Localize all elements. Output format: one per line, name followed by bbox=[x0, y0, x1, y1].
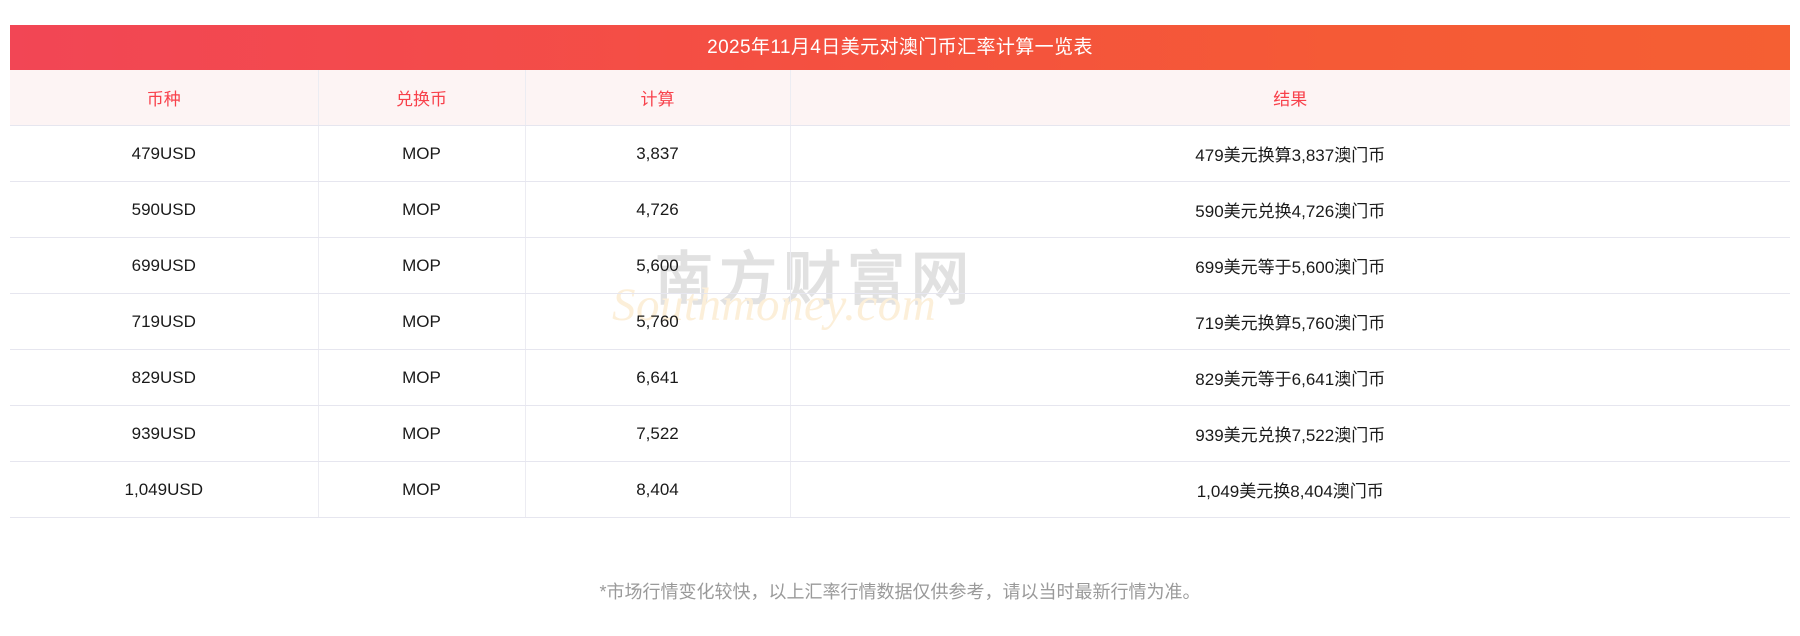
cell-target-currency: MOP bbox=[318, 181, 526, 238]
cell-currency: 1,049USD bbox=[10, 461, 319, 518]
table-row: 719USD MOP 5,760 719美元换算5,760澳门币 bbox=[10, 293, 1790, 350]
column-header-result: 结果 bbox=[790, 70, 1790, 126]
cell-currency: 719USD bbox=[10, 293, 319, 350]
column-header-currency: 币种 bbox=[10, 70, 319, 126]
table-row: 1,049USD MOP 8,404 1,049美元换8,404澳门币 bbox=[10, 461, 1790, 518]
page-title-banner: 2025年11月4日美元对澳门币汇率计算一览表 bbox=[10, 25, 1790, 70]
cell-currency: 590USD bbox=[10, 181, 319, 238]
cell-target-currency: MOP bbox=[318, 461, 526, 518]
cell-target-currency: MOP bbox=[318, 405, 526, 462]
table-row: 939USD MOP 7,522 939美元兑换7,522澳门币 bbox=[10, 405, 1790, 462]
cell-result: 479美元换算3,837澳门币 bbox=[790, 125, 1790, 182]
page-title: 2025年11月4日美元对澳门币汇率计算一览表 bbox=[707, 37, 1093, 58]
cell-currency: 479USD bbox=[10, 125, 319, 182]
table-row: 590USD MOP 4,726 590美元兑换4,726澳门币 bbox=[10, 181, 1790, 238]
table-row: 699USD MOP 5,600 699美元等于5,600澳门币 bbox=[10, 237, 1790, 294]
cell-result: 1,049美元换8,404澳门币 bbox=[790, 461, 1790, 518]
table-body: 479USD MOP 3,837 479美元换算3,837澳门币 590USD … bbox=[10, 125, 1790, 518]
cell-result: 719美元换算5,760澳门币 bbox=[790, 293, 1790, 350]
cell-result: 829美元等于6,641澳门币 bbox=[790, 349, 1790, 406]
cell-calculation: 5,600 bbox=[525, 237, 791, 294]
table-row: 479USD MOP 3,837 479美元换算3,837澳门币 bbox=[10, 125, 1790, 182]
cell-calculation: 3,837 bbox=[525, 125, 791, 182]
exchange-rate-table: 币种 兑换币 计算 结果 479USD MOP 3,837 479美元换算3,8… bbox=[10, 70, 1790, 518]
column-header-target-currency: 兑换币 bbox=[318, 70, 526, 126]
cell-calculation: 6,641 bbox=[525, 349, 791, 406]
cell-currency: 699USD bbox=[10, 237, 319, 294]
table-header-row: 币种 兑换币 计算 结果 bbox=[10, 70, 1790, 126]
cell-target-currency: MOP bbox=[318, 237, 526, 294]
cell-currency: 829USD bbox=[10, 349, 319, 406]
cell-target-currency: MOP bbox=[318, 349, 526, 406]
cell-target-currency: MOP bbox=[318, 293, 526, 350]
cell-result: 590美元兑换4,726澳门币 bbox=[790, 181, 1790, 238]
cell-calculation: 5,760 bbox=[525, 293, 791, 350]
table-row: 829USD MOP 6,641 829美元等于6,641澳门币 bbox=[10, 349, 1790, 406]
cell-result: 699美元等于5,600澳门币 bbox=[790, 237, 1790, 294]
cell-target-currency: MOP bbox=[318, 125, 526, 182]
cell-currency: 939USD bbox=[10, 405, 319, 462]
disclaimer-note: *市场行情变化较快，以上汇率行情数据仅供参考，请以当时最新行情为准。 bbox=[599, 582, 1201, 602]
column-header-calculation: 计算 bbox=[525, 70, 791, 126]
cell-calculation: 8,404 bbox=[525, 461, 791, 518]
table-header: 币种 兑换币 计算 结果 bbox=[10, 70, 1790, 126]
cell-result: 939美元兑换7,522澳门币 bbox=[790, 405, 1790, 462]
cell-calculation: 4,726 bbox=[525, 181, 791, 238]
cell-calculation: 7,522 bbox=[525, 405, 791, 462]
